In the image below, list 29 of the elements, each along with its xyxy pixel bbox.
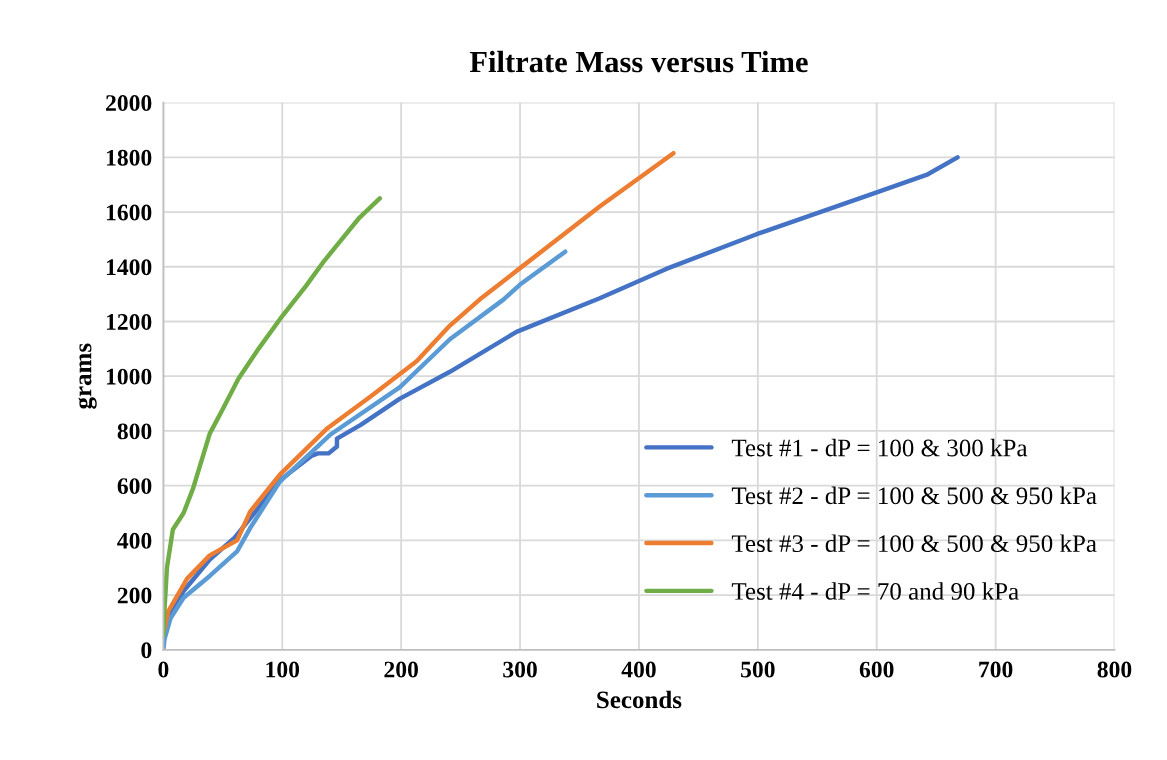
x-tick-label: 200: [384, 661, 418, 678]
y-tick-label: 1400: [106, 259, 152, 276]
x-tick-label: 700: [979, 661, 1013, 678]
y-tick-label: 1200: [106, 313, 152, 330]
x-tick-label: 500: [741, 661, 775, 678]
y-tick-label: 1000: [106, 368, 152, 385]
x-tick-label: 300: [503, 661, 537, 678]
y-tick-label: 2000: [106, 95, 152, 112]
y-axis-title: grams: [78, 343, 97, 409]
legend-label: Test #4 - dP = 70 and 90 kPa: [731, 582, 1019, 600]
x-tick-label: 800: [1097, 661, 1132, 678]
line-series: [163, 249, 568, 650]
x-tick-label: 100: [266, 661, 300, 678]
x-tick-label: 0: [158, 661, 169, 678]
y-tick-label: 0: [141, 642, 152, 659]
x-tick-label: 600: [859, 661, 894, 678]
y-tick-label: 600: [117, 478, 152, 495]
y-tick-label: 400: [117, 532, 152, 549]
legend-label: Test #3 - dP = 100 & 500 & 950 kPa: [731, 534, 1097, 553]
x-axis-title: Seconds: [597, 690, 682, 709]
y-tick-label: 200: [117, 587, 152, 604]
y-tick-label: 800: [117, 423, 152, 440]
legend-label: Test #2 - dP = 100 & 500 & 950 kPa: [731, 486, 1097, 505]
line-series: [163, 196, 382, 639]
y-tick-label: 1800: [106, 149, 152, 166]
x-tick-label: 400: [621, 661, 656, 678]
y-tick-label: 1600: [106, 204, 152, 221]
chart-title: Filtrate Mass versus Time: [469, 50, 808, 73]
legend-label: Test #1 - dP = 100 & 300 kPa: [731, 438, 1028, 457]
